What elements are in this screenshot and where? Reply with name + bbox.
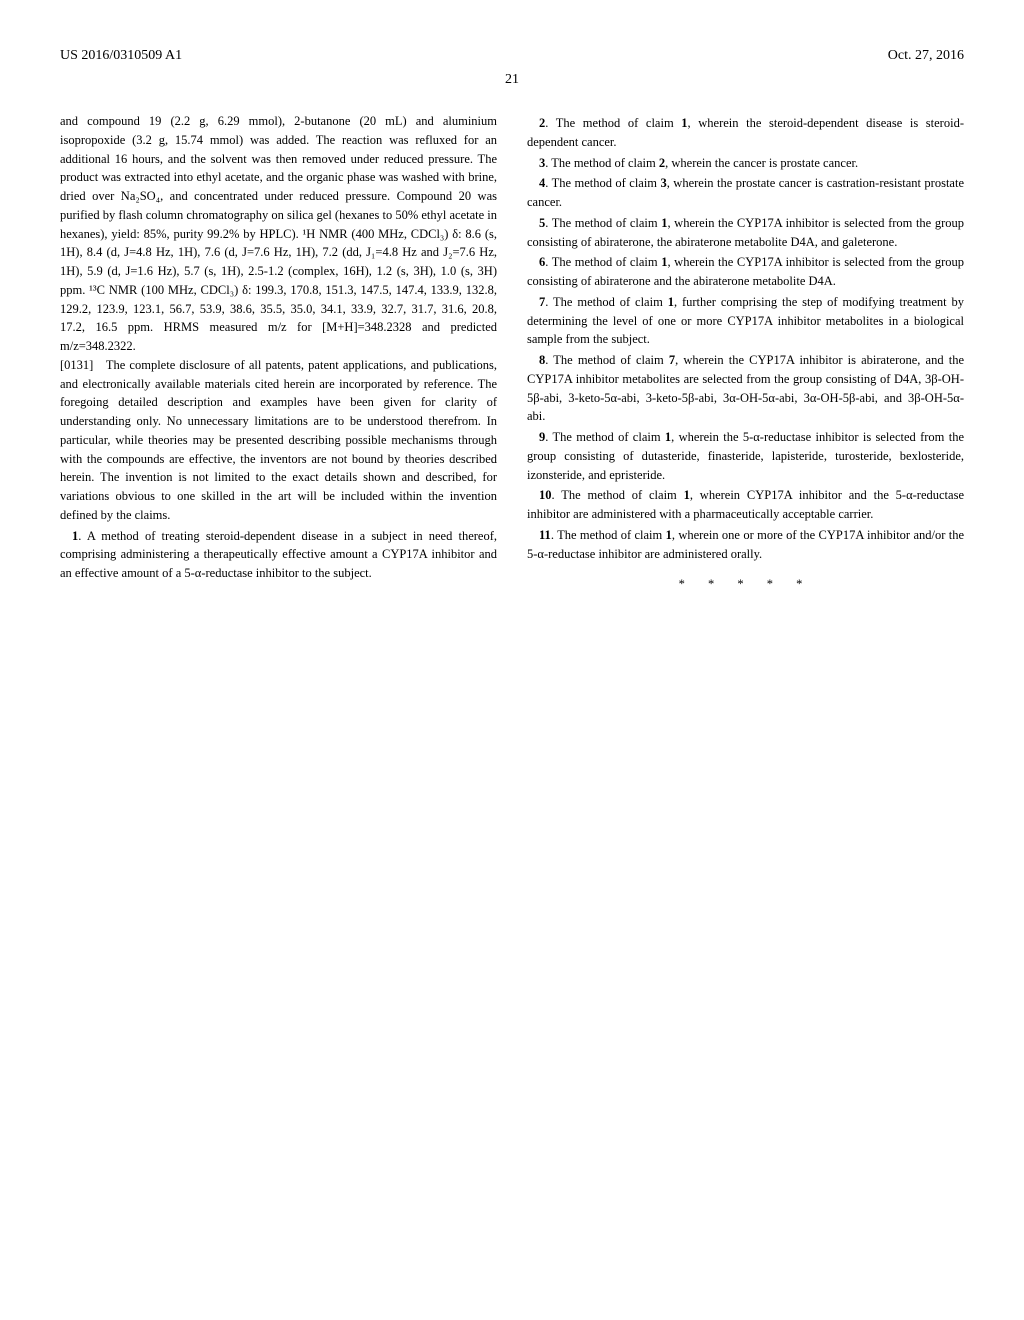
content-columns: and compound 19 (2.2 g, 6.29 mmol), 2-bu… bbox=[60, 112, 964, 594]
claim-text-a: . The method of claim bbox=[545, 216, 661, 230]
paragraph-text: The complete disclosure of all patents, … bbox=[60, 358, 497, 522]
page-header: US 2016/0310509 A1 Oct. 27, 2016 bbox=[60, 48, 964, 64]
claim-text-a: . The method of claim bbox=[551, 528, 666, 542]
claim-text: . A method of treating steroid-dependent… bbox=[60, 529, 497, 581]
claim-text-a: . The method of claim bbox=[545, 176, 660, 190]
claim-5: 5. The method of claim 1, wherein the CY… bbox=[527, 214, 964, 252]
right-column: 2. The method of claim 1, wherein the st… bbox=[527, 112, 964, 594]
claim-1: 1. A method of treating steroid-dependen… bbox=[60, 527, 497, 583]
paragraph-0131: [0131] The complete disclosure of all pa… bbox=[60, 356, 497, 525]
claim-text-a: . The method of claim bbox=[552, 488, 684, 502]
paragraph-label: [0131] bbox=[60, 358, 93, 372]
claim-text-a: . The method of claim bbox=[545, 156, 659, 170]
claim-number: 10 bbox=[539, 488, 552, 502]
claim-3: 3. The method of claim 2, wherein the ca… bbox=[527, 154, 964, 173]
paragraph-continuation: and compound 19 (2.2 g, 6.29 mmol), 2-bu… bbox=[60, 112, 497, 356]
claim-text-a: . The method of claim bbox=[545, 295, 667, 309]
claim-4: 4. The method of claim 3, wherein the pr… bbox=[527, 174, 964, 212]
claim-6: 6. The method of claim 1, wherein the CY… bbox=[527, 253, 964, 291]
claim-text-a: . The method of claim bbox=[545, 116, 681, 130]
claim-10: 10. The method of claim 1, wherein CYP17… bbox=[527, 486, 964, 524]
claim-9: 9. The method of claim 1, wherein the 5-… bbox=[527, 428, 964, 484]
claim-text-b: , wherein the cancer is prostate cancer. bbox=[665, 156, 858, 170]
end-separator: * * * * * bbox=[527, 575, 964, 594]
claim-text-a: . The method of claim bbox=[545, 353, 669, 367]
claim-text-a: . The method of claim bbox=[545, 255, 661, 269]
claim-text-a: . The method of claim bbox=[545, 430, 665, 444]
claim-8: 8. The method of claim 7, wherein the CY… bbox=[527, 351, 964, 426]
page-number: 21 bbox=[60, 72, 964, 88]
claim-11: 11. The method of claim 1, wherein one o… bbox=[527, 526, 964, 564]
claim-7: 7. The method of claim 1, further compri… bbox=[527, 293, 964, 349]
left-column: and compound 19 (2.2 g, 6.29 mmol), 2-bu… bbox=[60, 112, 497, 594]
patent-id: US 2016/0310509 A1 bbox=[60, 48, 182, 64]
claim-number: 11 bbox=[539, 528, 551, 542]
publication-date: Oct. 27, 2016 bbox=[888, 48, 964, 64]
claim-2: 2. The method of claim 1, wherein the st… bbox=[527, 114, 964, 152]
